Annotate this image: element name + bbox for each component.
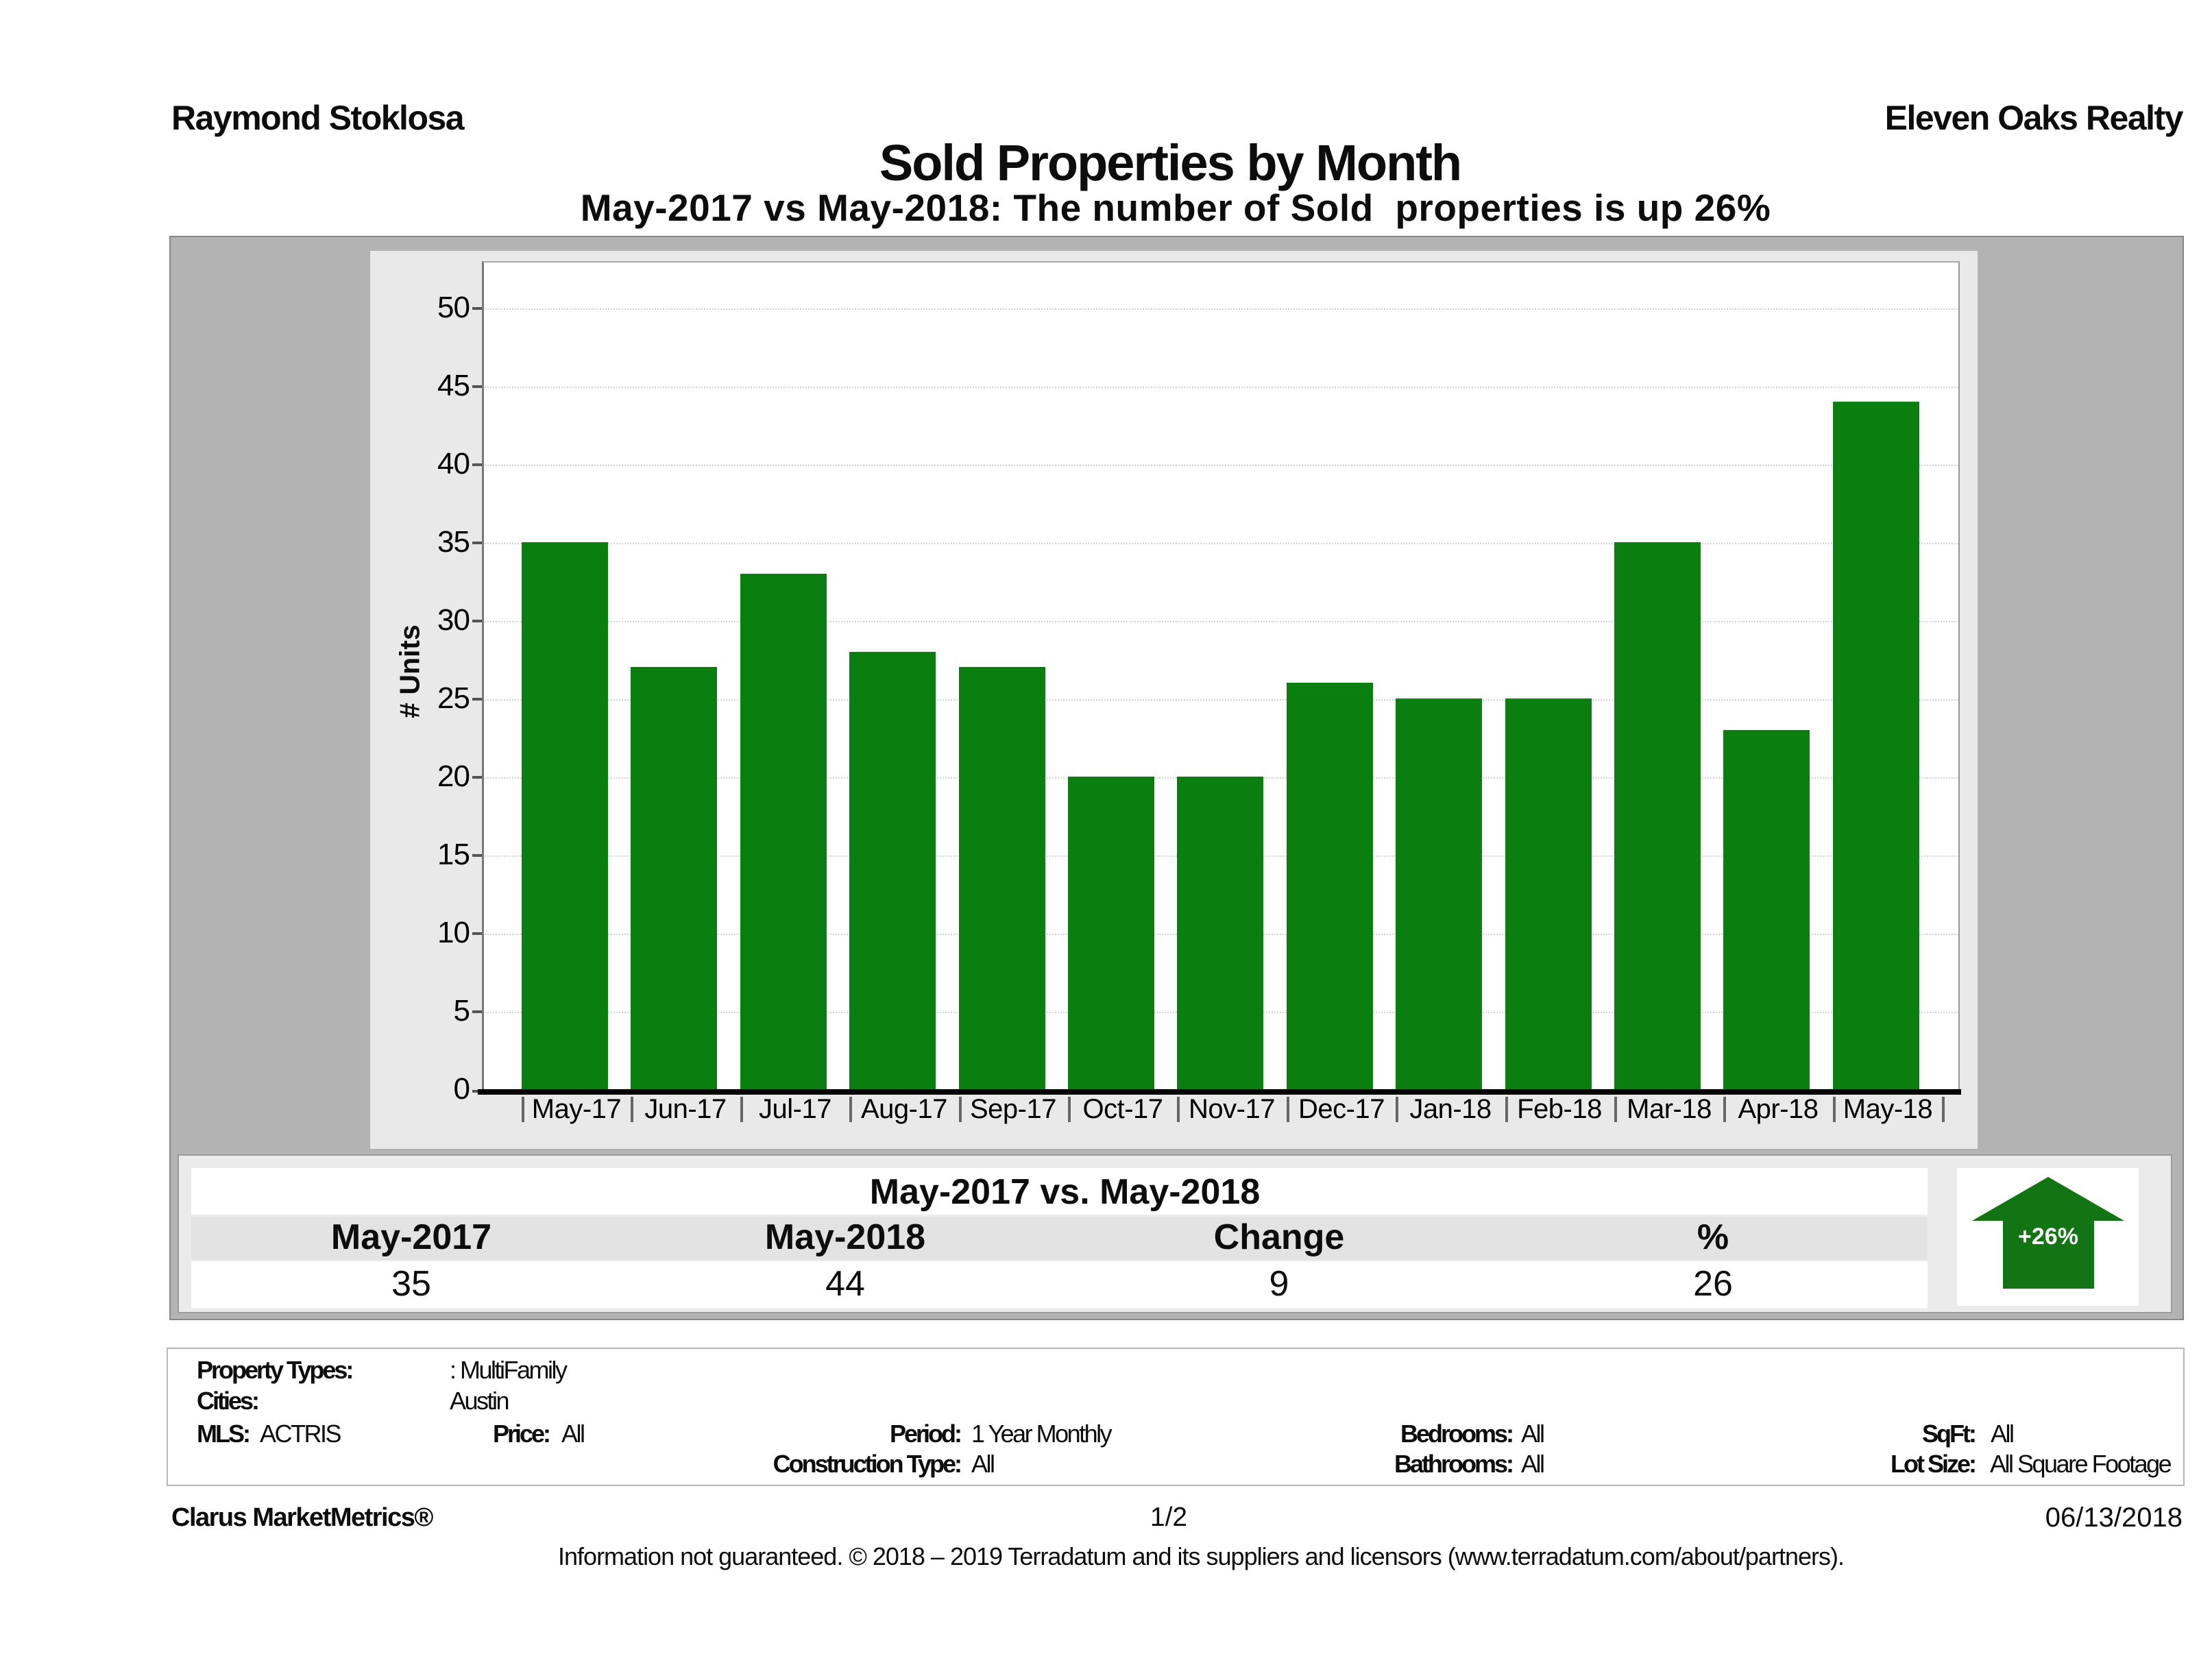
svg-text:+26%: +26% [2018,1224,2078,1250]
